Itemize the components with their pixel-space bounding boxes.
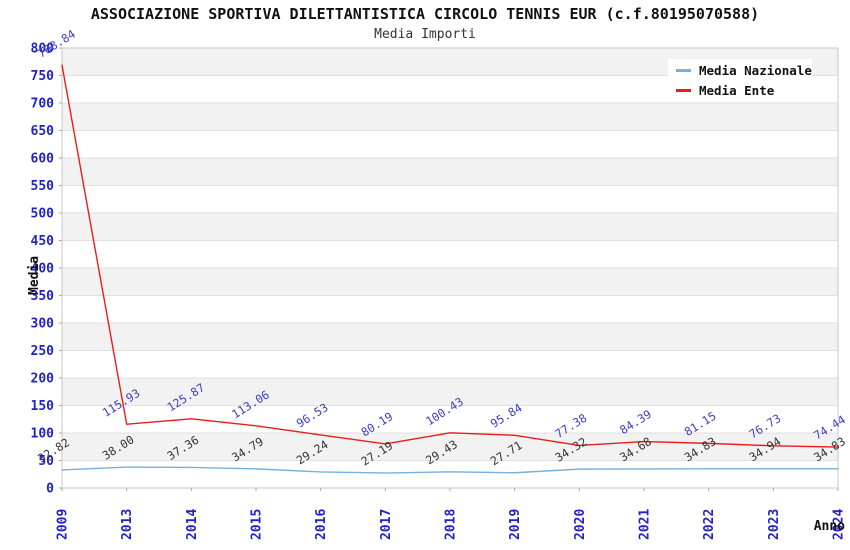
y-tick-label: 450: [31, 234, 55, 249]
x-tick-label: 2024: [832, 509, 847, 540]
chart-subtitle: Media Importi: [374, 27, 476, 42]
x-tick-label: 2014: [185, 509, 200, 540]
y-tick-label: 650: [31, 124, 55, 139]
chart-title: ASSOCIAZIONE SPORTIVA DILETTANTISTICA CI…: [90, 5, 760, 23]
y-tick-label: 550: [31, 179, 55, 194]
plot-band: [62, 268, 838, 296]
y-tick-label: 100: [31, 427, 55, 442]
plot-band: [62, 158, 838, 186]
legend: Media Nazionale Media Ente: [668, 59, 812, 101]
x-tick-label: 2023: [767, 509, 782, 540]
x-tick-label: 2017: [379, 509, 394, 540]
x-tick-label: 2021: [638, 509, 653, 540]
x-tick-label: 2009: [56, 509, 71, 540]
x-tick-label: 2020: [573, 509, 588, 540]
y-tick-label: 200: [31, 372, 55, 387]
series-line-media-nazionale: [61, 466, 839, 474]
y-tick-label: 800: [31, 42, 55, 57]
y-axis-title: Media: [27, 256, 42, 295]
x-tick-label: 2013: [120, 509, 135, 540]
y-tick-label: 300: [31, 317, 55, 332]
x-tick-label: 2022: [702, 509, 717, 540]
legend-label-media-ente: Media Ente: [699, 83, 775, 98]
y-tick-label: 150: [31, 399, 55, 414]
y-tick-label: 400: [31, 262, 55, 277]
y-tick-label: 0: [46, 482, 54, 497]
y-tick-label: 350: [31, 289, 55, 304]
x-axis-title: Anno: [814, 519, 845, 534]
x-tick-label: 2015: [250, 509, 265, 540]
plot-band: [62, 323, 838, 351]
y-tick-label: 600: [31, 152, 55, 167]
plot-band: [62, 103, 838, 131]
series-line-media-ente: [61, 64, 839, 448]
x-tick-label: 2016: [314, 509, 329, 540]
y-tick-label: 250: [31, 344, 55, 359]
y-tick-label: 750: [31, 69, 55, 84]
x-tick-label: 2019: [508, 509, 523, 540]
y-tick-label: 500: [31, 207, 55, 222]
plot-band: [62, 433, 838, 461]
legend-background: [668, 59, 812, 101]
x-tick-label: 2018: [444, 509, 459, 540]
y-tick-label: 700: [31, 97, 55, 112]
plot-band: [62, 213, 838, 241]
legend-label-media-nazionale: Media Nazionale: [699, 63, 812, 78]
plot-band: [62, 378, 838, 406]
y-tick-label: 50: [38, 454, 54, 469]
